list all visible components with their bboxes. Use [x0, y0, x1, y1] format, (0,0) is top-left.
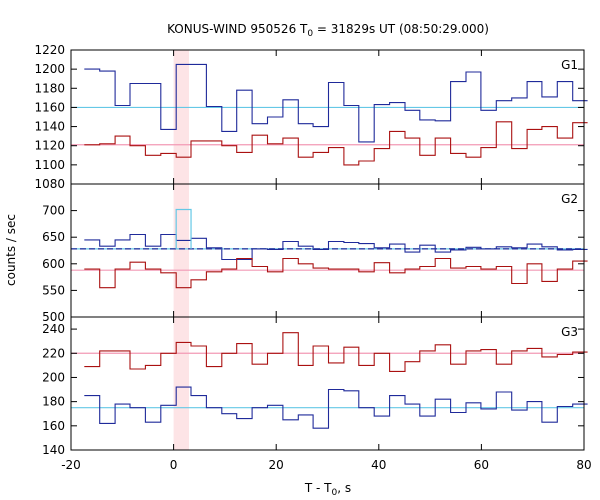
y-tick-label: 1140 — [34, 120, 65, 134]
x-tick-label: 20 — [269, 458, 284, 472]
y-tick-label: 160 — [42, 419, 65, 433]
y-tick-label: 1220 — [34, 43, 65, 57]
y-tick-label: 550 — [42, 283, 65, 297]
y-tick-label: 1160 — [34, 100, 65, 114]
x-tick-label: 60 — [474, 458, 489, 472]
burst-highlight-band — [173, 50, 189, 450]
y-tick-label: 1200 — [34, 62, 65, 76]
series-red-histogram — [84, 121, 588, 166]
x-tick-label: 0 — [170, 458, 178, 472]
x-tick-label: 40 — [371, 458, 386, 472]
y-tick-label: 650 — [42, 230, 65, 244]
panel-frame — [70, 183, 585, 318]
y-axis-label: counts / sec — [4, 214, 18, 286]
x-tick-label: 80 — [576, 458, 591, 472]
x-tick-label: -20 — [61, 458, 81, 472]
panel-g3: 140 160 180 200 220 240 G3 — [42, 316, 588, 457]
plot-area: 1080 1100 1120 1140 1160 1180 1200 1220 G1 500 550… — [34, 43, 591, 472]
panel-g1: 1080 1100 1120 1140 1160 1180 1200 1220 G1 — [34, 43, 588, 191]
panel-g2: 500 550 600 650 700 G2 — [42, 183, 588, 324]
series-blue-histogram — [84, 233, 588, 261]
y-tick-label: 1080 — [34, 177, 65, 191]
y-tick-label: 240 — [42, 322, 65, 336]
series-blue-histogram — [84, 63, 588, 143]
series-red-histogram — [84, 257, 588, 289]
y-tick-label: 700 — [42, 204, 65, 218]
panel-frame — [70, 49, 585, 185]
y-tick-label: 1120 — [34, 139, 65, 153]
panel-label: G1 — [561, 58, 578, 72]
panel-frame — [70, 316, 585, 451]
y-tick-label: 1100 — [34, 158, 65, 172]
y-tick-label: 200 — [42, 370, 65, 384]
y-tick-label: 600 — [42, 257, 65, 271]
chart-title: KONUS-WIND 950526 T0 = 31829s UT (08:50:… — [167, 22, 489, 39]
series-blue-histogram — [84, 386, 588, 429]
y-tick-label: 140 — [42, 443, 65, 457]
y-tick-label: 220 — [42, 346, 65, 360]
y-tick-label: 1180 — [34, 81, 65, 95]
y-tick-label: 500 — [42, 310, 65, 324]
series-red-histogram — [84, 332, 588, 372]
x-axis-label: T - T0, s — [304, 481, 351, 498]
panel-label: G2 — [561, 192, 578, 206]
y-tick-label: 180 — [42, 395, 65, 409]
panel-label: G3 — [561, 325, 578, 339]
burst-peak-bin — [175, 208, 192, 249]
